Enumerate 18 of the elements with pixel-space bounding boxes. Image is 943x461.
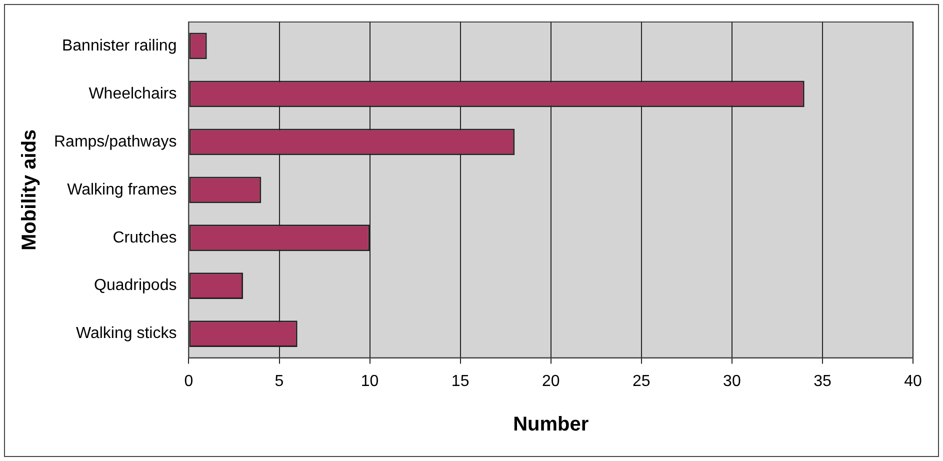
y-tick-label: Walking sticks — [76, 325, 177, 342]
x-tick-label: 10 — [360, 372, 379, 390]
y-tick-label: Walking frames — [67, 181, 177, 198]
y-tick-label: Ramps/pathways — [54, 133, 177, 150]
x-tick-label: 5 — [274, 372, 284, 390]
y-axis-title: Mobility aids — [18, 129, 41, 250]
x-tick-label: 35 — [814, 372, 832, 390]
y-tick-label: Quadripods — [94, 277, 177, 294]
y-tick-label: Bannister railing — [62, 37, 177, 54]
x-tick-label: 20 — [542, 372, 560, 390]
y-tick-label: Wheelchairs — [88, 85, 177, 102]
x-tick-label: 25 — [632, 372, 650, 390]
x-tick-label: 0 — [184, 372, 194, 390]
x-tick-label: 40 — [904, 372, 922, 390]
y-tick-label: Crutches — [112, 229, 177, 246]
x-tick-label: 15 — [451, 372, 470, 390]
x-axis-title: Number — [513, 414, 589, 436]
x-tick-label: 30 — [723, 372, 741, 390]
